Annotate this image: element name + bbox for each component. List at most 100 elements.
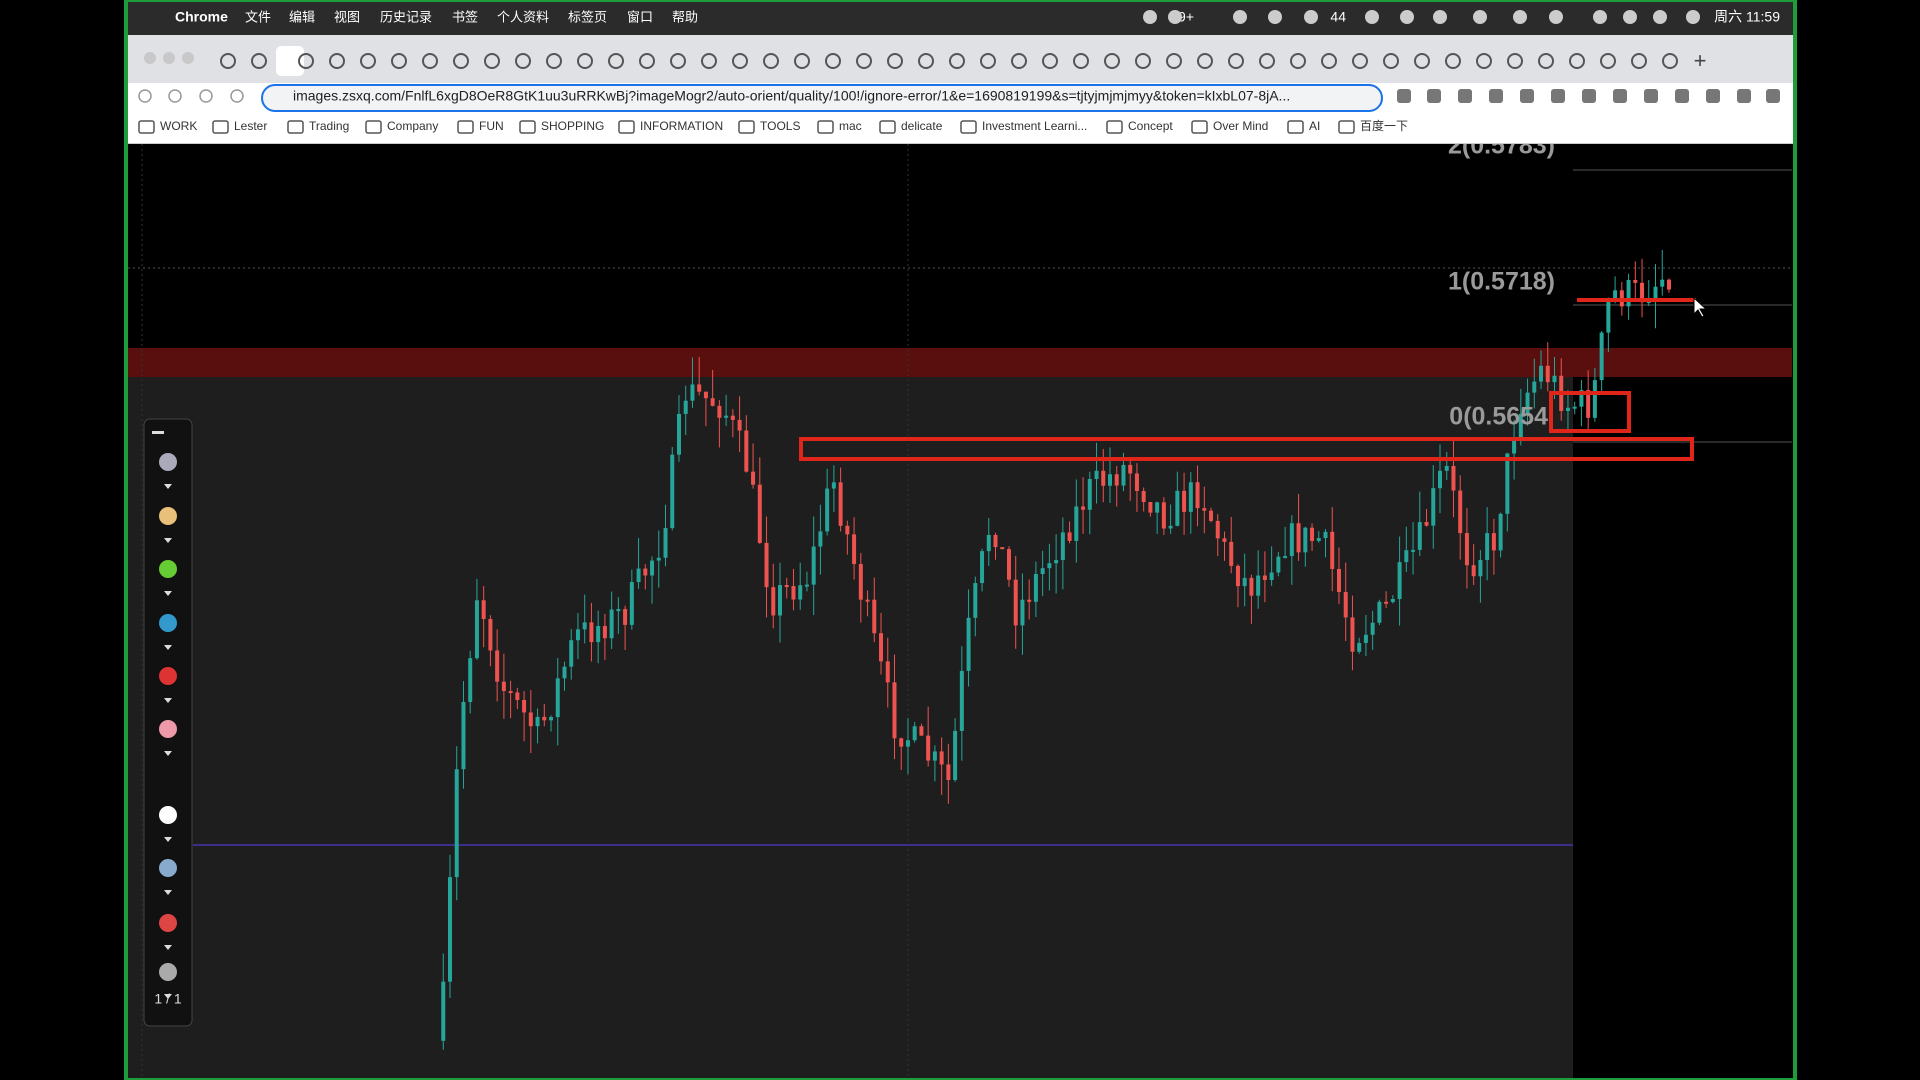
tool-icon[interactable] xyxy=(159,614,177,632)
tab-favicon[interactable] xyxy=(1228,53,1244,69)
tab-favicon[interactable] xyxy=(251,53,267,69)
tool-arrow[interactable] xyxy=(164,994,172,999)
tool-arrow[interactable] xyxy=(164,945,172,950)
menu-item[interactable]: 帮助 xyxy=(672,9,698,24)
tab-favicon[interactable] xyxy=(515,53,531,69)
nav-button[interactable] xyxy=(168,89,182,103)
window-control[interactable] xyxy=(144,52,156,64)
tab-favicon[interactable] xyxy=(1011,53,1027,69)
tab-favicon[interactable] xyxy=(701,53,717,69)
extension-icon[interactable] xyxy=(1582,89,1596,103)
url[interactable]: images.zsxq.com/FnlfL6xgD8OeR8GtK1uu3uRR… xyxy=(293,88,1290,104)
tab-favicon[interactable] xyxy=(1259,53,1275,69)
window-control[interactable] xyxy=(182,52,194,64)
extension-icon[interactable] xyxy=(1458,89,1472,103)
tab-favicon[interactable] xyxy=(1476,53,1492,69)
folder-icon[interactable] xyxy=(1338,120,1355,134)
tab-favicon[interactable] xyxy=(887,53,903,69)
tab-favicon[interactable] xyxy=(1507,53,1523,69)
tab-favicon[interactable] xyxy=(794,53,810,69)
nav-button[interactable] xyxy=(199,89,213,103)
status-icon[interactable] xyxy=(1433,10,1447,24)
tool-minimize[interactable] xyxy=(152,431,164,434)
tab-favicon[interactable] xyxy=(1073,53,1089,69)
tab-favicon[interactable] xyxy=(763,53,779,69)
tool-icon[interactable] xyxy=(159,859,177,877)
extension-icon[interactable] xyxy=(1551,89,1565,103)
tab-favicon[interactable] xyxy=(732,53,748,69)
tool-icon[interactable] xyxy=(159,507,177,525)
extension-icon[interactable] xyxy=(1427,89,1441,103)
tab-favicon[interactable] xyxy=(1197,53,1213,69)
status-icon[interactable] xyxy=(1365,10,1379,24)
bookmark[interactable]: Over Mind xyxy=(1213,119,1268,133)
folder-icon[interactable] xyxy=(1106,120,1123,134)
tool-arrow[interactable] xyxy=(164,591,172,596)
tab-favicon[interactable] xyxy=(825,53,841,69)
bookmark[interactable]: mac xyxy=(839,119,862,133)
tool-icon[interactable] xyxy=(159,914,177,932)
address-bar[interactable] xyxy=(261,84,1383,112)
tab-favicon[interactable] xyxy=(856,53,872,69)
tab-favicon[interactable] xyxy=(220,53,236,69)
tab-favicon[interactable] xyxy=(1290,53,1306,69)
status-icon[interactable] xyxy=(1686,10,1700,24)
menu-item[interactable]: 历史记录 xyxy=(380,9,432,24)
folder-icon[interactable] xyxy=(960,120,977,134)
bookmark[interactable]: Trading xyxy=(309,119,349,133)
tool-icon[interactable] xyxy=(159,453,177,471)
extension-icon[interactable] xyxy=(1520,89,1534,103)
bookmark[interactable]: TOOLS xyxy=(760,119,800,133)
tab-favicon[interactable] xyxy=(1104,53,1120,69)
app-name[interactable]: Chrome xyxy=(175,9,228,25)
tool-arrow[interactable] xyxy=(164,837,172,842)
nav-button[interactable] xyxy=(230,89,244,103)
extension-icon[interactable] xyxy=(1766,89,1780,103)
folder-icon[interactable] xyxy=(1191,120,1208,134)
folder-icon[interactable] xyxy=(879,120,896,134)
bookmark[interactable]: Concept xyxy=(1128,119,1173,133)
tool-icon[interactable] xyxy=(159,667,177,685)
folder-icon[interactable] xyxy=(287,120,304,134)
bookmark[interactable]: FUN xyxy=(479,119,504,133)
status-icon[interactable] xyxy=(1653,10,1667,24)
extension-icon[interactable] xyxy=(1397,89,1411,103)
status-icon[interactable] xyxy=(1549,10,1563,24)
bookmark[interactable]: WORK xyxy=(160,119,197,133)
tab-favicon[interactable] xyxy=(1631,53,1647,69)
menu-item[interactable]: 个人资料 xyxy=(497,9,549,24)
bookmark[interactable]: SHOPPING xyxy=(541,119,604,133)
tab-favicon[interactable] xyxy=(360,53,376,69)
tab-favicon[interactable] xyxy=(949,53,965,69)
status-icon[interactable] xyxy=(1513,10,1527,24)
tool-icon[interactable] xyxy=(159,963,177,981)
tool-arrow[interactable] xyxy=(164,698,172,703)
extension-icon[interactable] xyxy=(1675,89,1689,103)
tool-icon[interactable] xyxy=(159,806,177,824)
tab-favicon[interactable] xyxy=(484,53,500,69)
tab-favicon[interactable] xyxy=(546,53,562,69)
tab-favicon[interactable] xyxy=(453,53,469,69)
tab-favicon[interactable] xyxy=(1321,53,1337,69)
tab-favicon[interactable] xyxy=(1662,53,1678,69)
extension-icon[interactable] xyxy=(1613,89,1627,103)
tab-favicon[interactable] xyxy=(1445,53,1461,69)
tab-favicon[interactable] xyxy=(329,53,345,69)
tab-favicon[interactable] xyxy=(1383,53,1399,69)
extension-icon[interactable] xyxy=(1644,89,1658,103)
bookmark[interactable]: AI xyxy=(1309,119,1320,133)
tab-favicon[interactable] xyxy=(1569,53,1585,69)
folder-icon[interactable] xyxy=(817,120,834,134)
tab-favicon[interactable] xyxy=(918,53,934,69)
tab-favicon[interactable] xyxy=(1414,53,1430,69)
extension-icon[interactable] xyxy=(1489,89,1503,103)
tool-arrow[interactable] xyxy=(164,751,172,756)
tab-favicon[interactable] xyxy=(1600,53,1616,69)
status-icon[interactable] xyxy=(1473,10,1487,24)
new-tab[interactable]: + xyxy=(1694,48,1707,73)
extension-icon[interactable] xyxy=(1737,89,1751,103)
bookmark[interactable]: delicate xyxy=(901,119,943,133)
active-tab[interactable] xyxy=(276,46,304,76)
menu-item[interactable]: 文件 xyxy=(245,9,271,24)
status-icon[interactable] xyxy=(1233,10,1247,24)
